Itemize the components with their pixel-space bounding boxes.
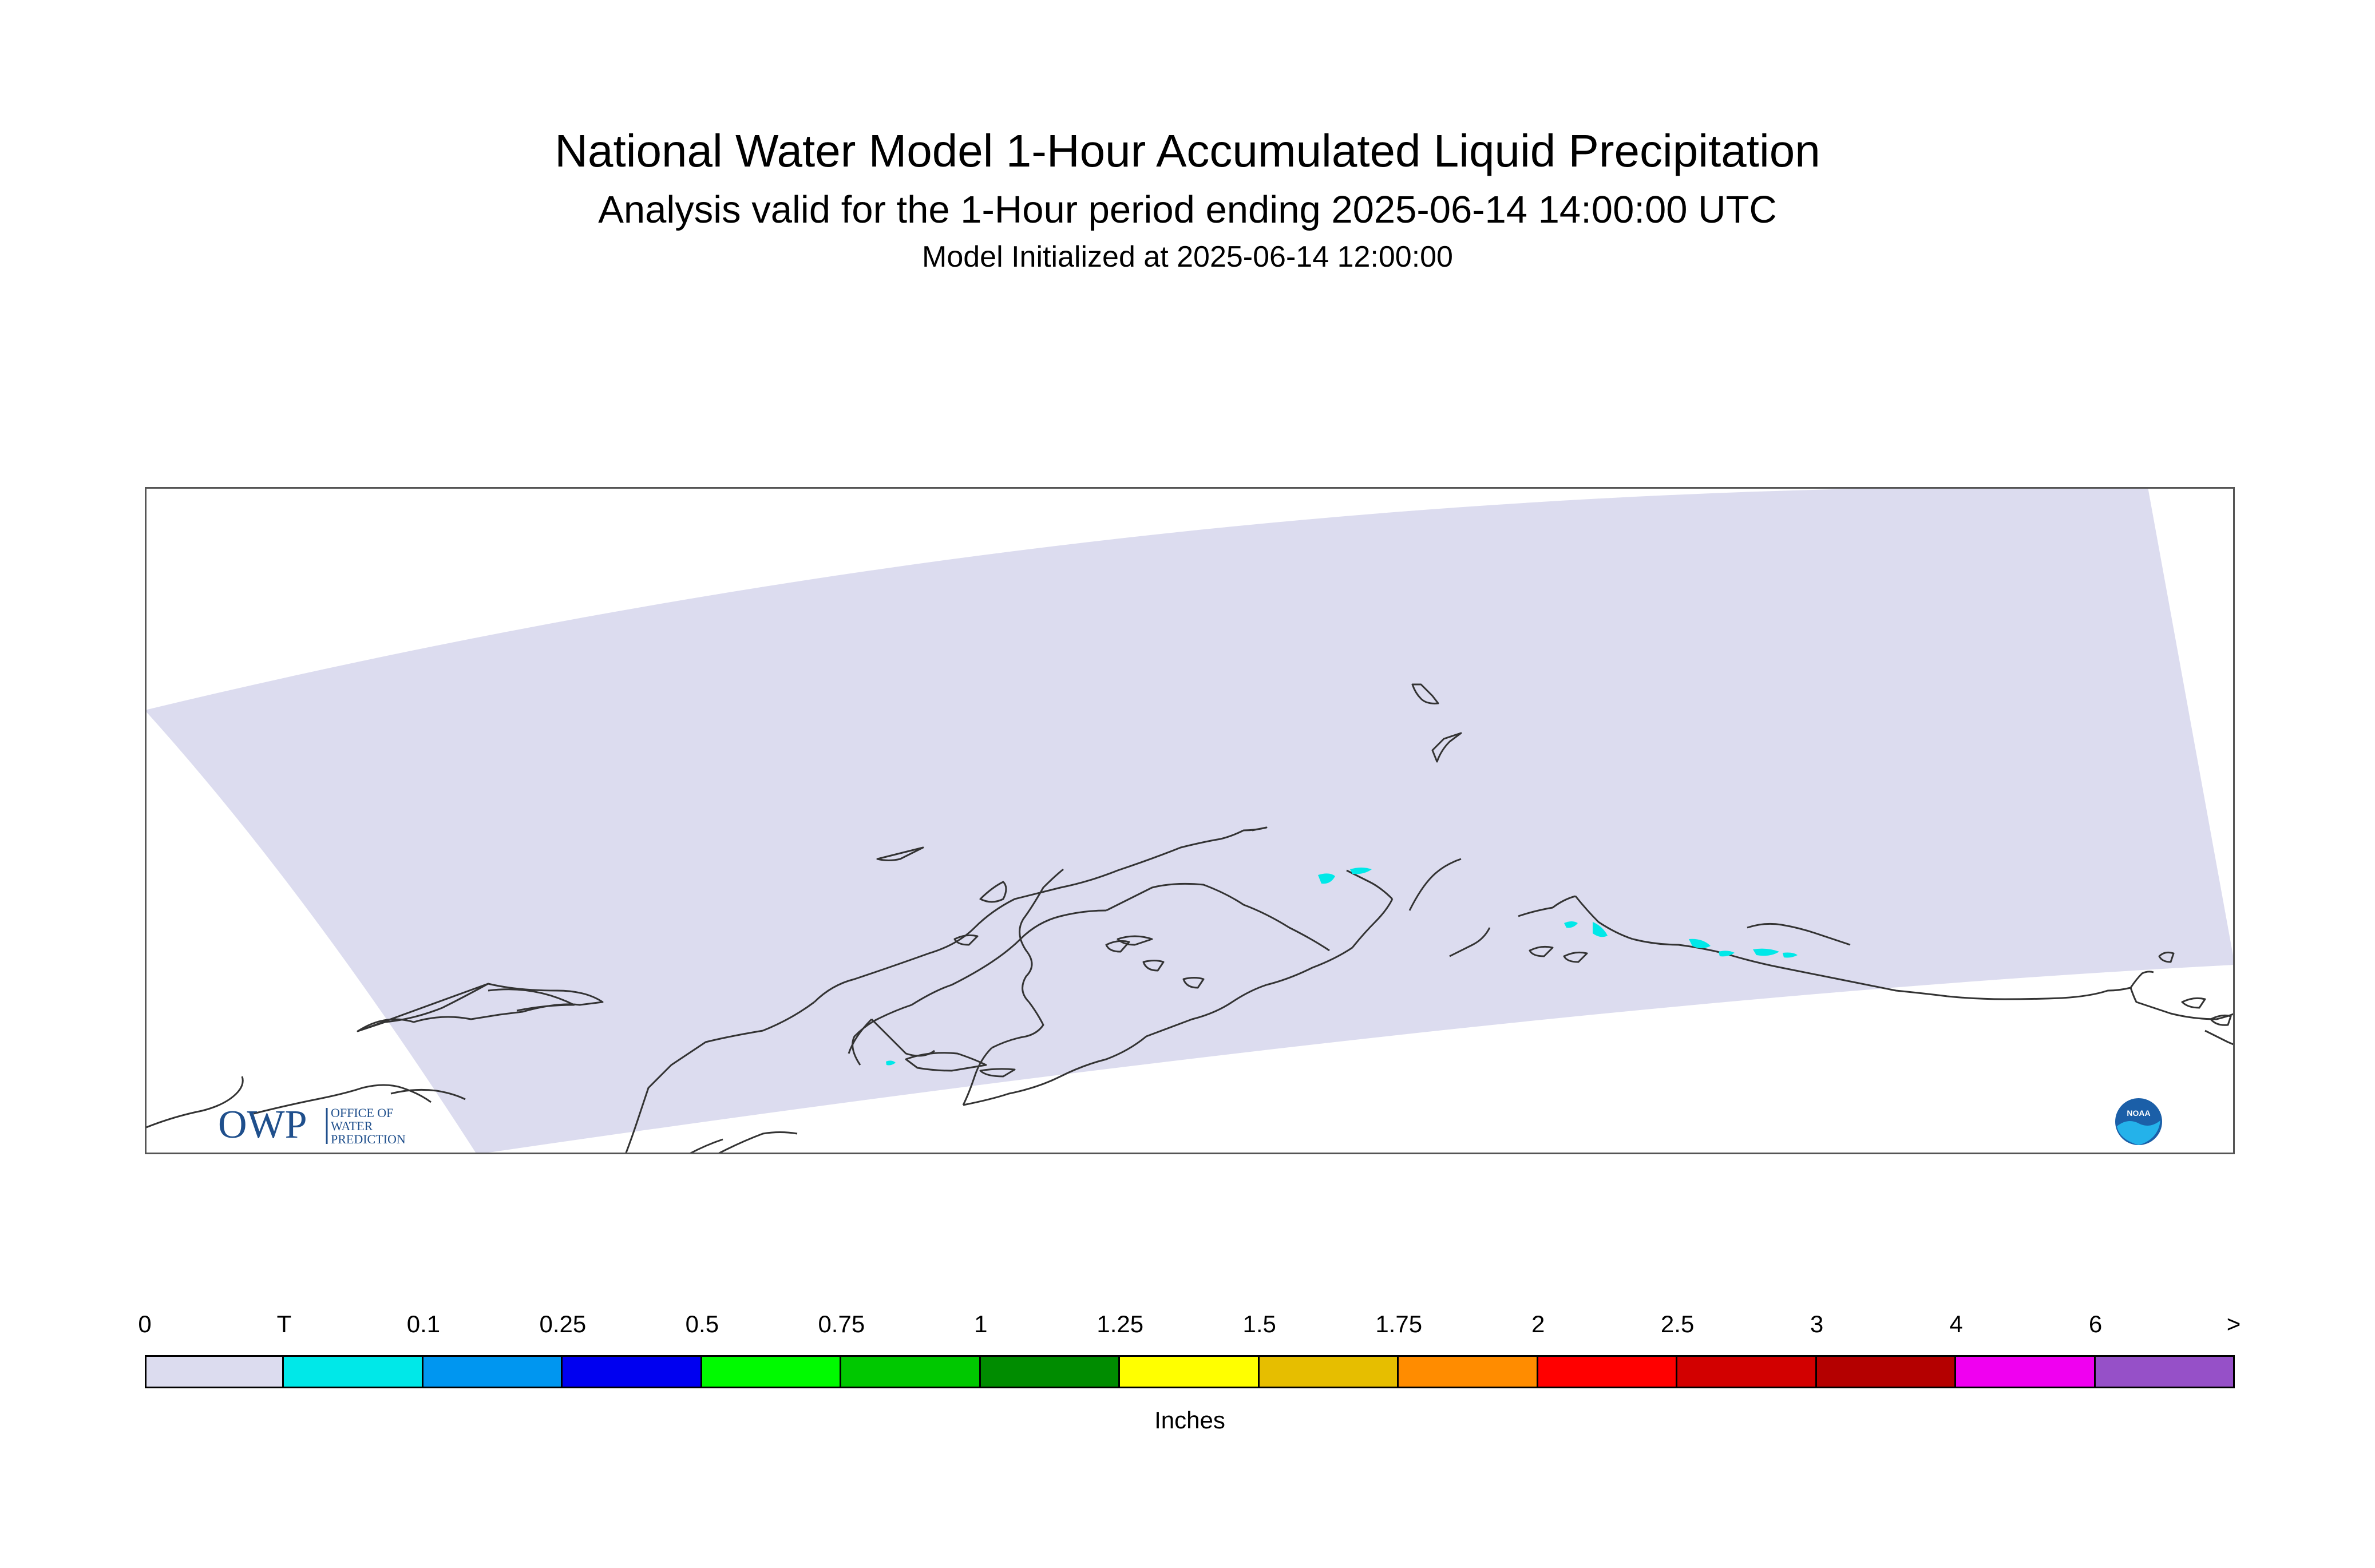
legend-swatch bbox=[1257, 1355, 1399, 1388]
legend-swatch bbox=[1118, 1355, 1260, 1388]
legend-tick-label: > bbox=[2226, 1310, 2241, 1337]
owp-logo-text-1: OFFICE OF bbox=[331, 1106, 393, 1120]
island-kodiak-area bbox=[905, 1052, 987, 1072]
legend-units: Inches bbox=[1154, 1407, 1225, 1434]
map-subtitle: Analysis valid for the 1-Hour period end… bbox=[598, 188, 1777, 231]
legend-tick-label: 0.1 bbox=[406, 1310, 441, 1337]
legend-tick-label: 0.25 bbox=[539, 1310, 587, 1337]
map-frame: OWP OFFICE OF WATER PREDICTION NOAA bbox=[145, 487, 2235, 1154]
legend-tick-label: 2.5 bbox=[1660, 1310, 1695, 1337]
legend-swatch bbox=[145, 1355, 284, 1388]
noaa-logo-text: NOAA bbox=[2127, 1108, 2150, 1118]
legend-tick-label: 4 bbox=[1949, 1310, 1963, 1337]
model-domain-area bbox=[145, 487, 2235, 1154]
legend-tick-label: 1.75 bbox=[1375, 1310, 1423, 1337]
map-canvas: OWP OFFICE OF WATER PREDICTION NOAA bbox=[145, 487, 2235, 1154]
legend-swatch bbox=[1397, 1355, 1538, 1388]
coastlines bbox=[145, 683, 2235, 1154]
island-north-2 bbox=[1431, 732, 1462, 763]
owp-logo-text-2: WATER bbox=[331, 1119, 373, 1133]
owp-logo: OWP OFFICE OF WATER PREDICTION bbox=[218, 1103, 406, 1147]
legend-swatch bbox=[282, 1355, 423, 1388]
owp-logo-text-3: PREDICTION bbox=[331, 1132, 406, 1146]
island-north-1 bbox=[1411, 683, 1439, 704]
legend-tick-label: 1.5 bbox=[1242, 1310, 1276, 1337]
legend-swatch bbox=[2093, 1355, 2235, 1388]
island-west-1 bbox=[357, 983, 489, 1032]
legend-tick-label: 3 bbox=[1810, 1310, 1824, 1337]
legend-swatch bbox=[1815, 1355, 1957, 1388]
legend-swatch bbox=[1676, 1355, 1817, 1388]
legend-tick-label: 0.75 bbox=[818, 1310, 865, 1337]
precip-trace-patches bbox=[886, 868, 1798, 1066]
model-init-text: Model Initialized at 2025-06-14 12:00:00 bbox=[922, 240, 1453, 274]
precip-legend: 0 T 0.1 0.25 0.5 0.75 1 1.25 1.5 1.75 2 2.5 3 4 6 > Inc… bbox=[138, 1310, 2241, 1448]
legend-swatch bbox=[840, 1355, 981, 1388]
legend-swatch bbox=[979, 1355, 1121, 1388]
map-title: National Water Model 1-Hour Accumulated … bbox=[555, 125, 1820, 176]
legend-tick-label: 2 bbox=[1531, 1310, 1545, 1337]
legend-swatch bbox=[421, 1355, 563, 1388]
noaa-logo-icon: NOAA bbox=[2115, 1098, 2162, 1145]
legend-swatch bbox=[1536, 1355, 1678, 1388]
legend-tick-label: 0 bbox=[138, 1310, 152, 1337]
legend-swatch bbox=[561, 1355, 702, 1388]
legend-tick-label: 6 bbox=[2088, 1310, 2103, 1337]
owp-logo-mark: OWP bbox=[218, 1103, 307, 1147]
legend-tick-label: T bbox=[276, 1310, 292, 1337]
legend-swatch bbox=[700, 1355, 842, 1388]
legend-swatch bbox=[1954, 1355, 2096, 1388]
legend-tick-label: 1.25 bbox=[1097, 1310, 1144, 1337]
legend-tick-label: 1 bbox=[974, 1310, 988, 1337]
legend-tick-label: 0.5 bbox=[685, 1310, 719, 1337]
map-border bbox=[145, 487, 2235, 1154]
